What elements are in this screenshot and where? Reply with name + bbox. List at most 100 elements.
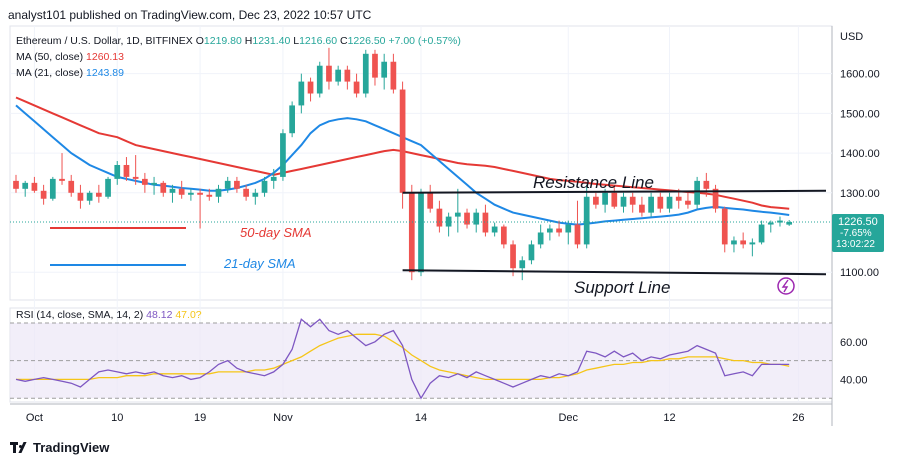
x-tick-label: 10	[111, 412, 123, 424]
rsi-legend: RSI (14, close, SMA, 14, 2) 48.12 47.0?	[16, 309, 202, 321]
y-tick-label: 1100.00	[840, 267, 879, 279]
candle-body	[454, 212, 461, 217]
candle-body	[178, 188, 185, 195]
candle-body	[40, 190, 47, 199]
candle-body	[261, 180, 268, 193]
candle-body	[362, 53, 369, 94]
candle-body	[114, 164, 121, 179]
candle-body	[22, 182, 29, 189]
tradingview-logo[interactable]: TradingView	[10, 440, 109, 455]
resistance-label: Resistance Line	[533, 173, 654, 192]
legend-high-label: H	[245, 35, 253, 47]
candle-body	[694, 180, 700, 205]
resistance-line	[402, 189, 827, 194]
candle-body	[620, 196, 627, 207]
rsi-legend-value: 48.12	[146, 309, 175, 321]
candle-body	[234, 180, 240, 189]
legend-open: 1219.80	[204, 35, 245, 47]
candle-body	[49, 178, 56, 199]
candle-body	[639, 204, 645, 213]
x-tick-label: 12	[663, 412, 675, 424]
lightning-icon	[777, 277, 795, 295]
y-tick-label: 1400.00	[840, 148, 880, 160]
tradingview-brand: TradingView	[33, 440, 110, 455]
candle-body	[298, 81, 305, 106]
support-label: Support Line	[574, 278, 670, 297]
candle-body	[648, 196, 654, 213]
candle-body	[574, 224, 581, 245]
candle-body	[510, 244, 516, 269]
candle-body	[206, 194, 213, 197]
price-badge-countdown: 13:02:22	[836, 239, 875, 250]
candle-body	[280, 133, 286, 177]
rsi-ma-legend-value: 47.0?	[175, 309, 201, 321]
x-tick-label: Oct	[26, 412, 43, 424]
price-badge-value: 1226.50	[838, 216, 878, 228]
candle-body	[427, 192, 434, 209]
candle-body	[583, 196, 590, 245]
candle-body	[593, 196, 599, 205]
candle-body	[335, 69, 342, 82]
candle-body	[537, 232, 544, 245]
candle-body	[77, 192, 84, 201]
legend-symbol: Ethereum / U.S. Dollar, 1D, BITFINEX	[16, 35, 196, 47]
currency-label: USD	[840, 31, 863, 43]
y-tick-label: 1600.00	[840, 69, 880, 81]
candle-body	[243, 188, 249, 197]
candle-body	[381, 61, 388, 78]
ohlc-legend: Ethereum / U.S. Dollar, 1D, BITFINEX O12…	[16, 35, 461, 47]
candle-body	[289, 105, 295, 134]
candle-body	[556, 228, 562, 233]
candle-body	[95, 192, 102, 197]
candle-body	[169, 188, 176, 193]
candle-body	[500, 226, 507, 245]
candle-body	[777, 220, 783, 223]
candle-body	[666, 196, 673, 209]
candle-body	[13, 180, 19, 189]
candle-body	[703, 180, 710, 189]
rsi-y-tick-label: 40.00	[840, 374, 868, 386]
candle-body	[611, 192, 618, 207]
candle-body	[132, 176, 139, 179]
candle-body	[786, 221, 793, 225]
candle-body	[712, 188, 719, 209]
candle-body	[105, 178, 111, 197]
candle-body	[657, 196, 664, 209]
candle-body	[59, 178, 65, 181]
candle-body	[675, 196, 682, 201]
candle-body	[491, 226, 498, 233]
sma21-label: 21-day SMA	[223, 256, 296, 271]
legend-open-label: O	[196, 35, 204, 47]
candle-body	[629, 196, 636, 205]
support-line	[402, 269, 827, 276]
candle-body	[685, 200, 691, 205]
candle-body	[464, 212, 470, 225]
legend-close-label: C	[340, 35, 348, 47]
candle-body	[528, 244, 535, 261]
price-badge	[832, 213, 884, 252]
candle-body	[307, 81, 314, 94]
candle-body	[731, 240, 737, 245]
legend-close: 1226.50	[348, 35, 389, 47]
sma50-label: 50-day SMA	[240, 225, 312, 240]
candle-body	[215, 188, 222, 197]
candle-body	[547, 228, 553, 233]
x-tick-label: Dec	[558, 412, 578, 424]
candle-body	[224, 180, 231, 189]
candle-body	[602, 192, 608, 205]
candle-body	[252, 192, 259, 197]
tradingview-logo-icon	[10, 441, 33, 454]
ma50-legend-value: 1260.13	[86, 51, 124, 63]
candle-body	[68, 180, 75, 193]
candle-body	[519, 260, 526, 269]
ma21-legend: MA (21, close) 1243.89	[16, 67, 124, 79]
legend-low-label: L	[293, 35, 299, 47]
candle-body	[142, 178, 148, 185]
ma50-legend: MA (50, close) 1260.13	[16, 51, 124, 63]
lightning-bolt-icon	[781, 279, 789, 293]
candle-body	[482, 212, 489, 233]
rsi-line	[15, 318, 790, 400]
y-tick-label: 1500.00	[840, 108, 880, 120]
candle-body	[344, 69, 351, 82]
